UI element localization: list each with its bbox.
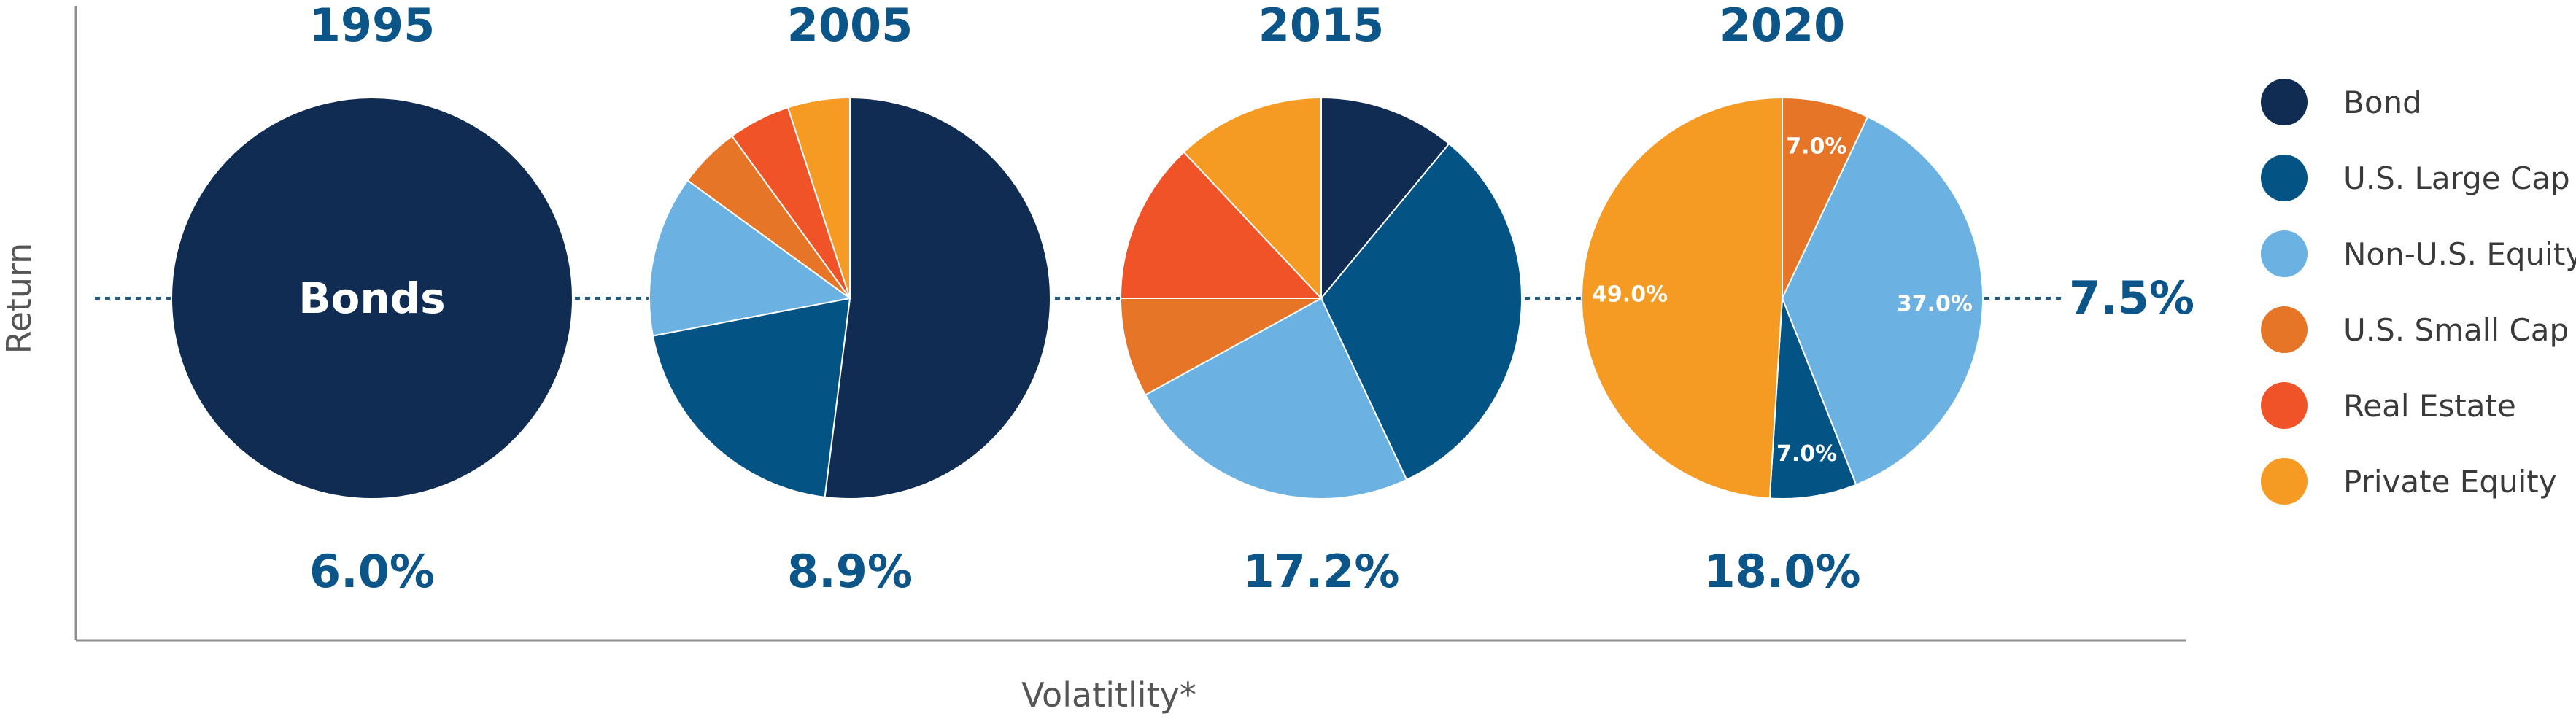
volatility-label: 6.0% xyxy=(309,545,435,598)
legend-label: Real Estate xyxy=(2343,388,2516,424)
legend-swatch xyxy=(2261,382,2308,429)
pie-slice xyxy=(1119,298,1322,396)
legend-swatch xyxy=(2261,306,2308,353)
pie-slice xyxy=(1782,96,1869,299)
pie-slice xyxy=(1320,142,1523,481)
year-label: 1995 xyxy=(309,0,436,52)
legend: Bond U.S. Large Cap Non-U.S. Equity U.S. Sm… xyxy=(2261,79,2576,505)
pie-slice xyxy=(786,96,851,299)
slice-data-label: 37.0% xyxy=(1897,292,1973,317)
legend-swatch xyxy=(2261,79,2308,125)
legend-label: Private Equity xyxy=(2343,464,2557,500)
legend-swatch xyxy=(2261,155,2308,201)
volatility-label: 18.0% xyxy=(1703,545,1860,598)
pie-slice xyxy=(1144,297,1408,500)
pie-center-label: Bonds xyxy=(298,273,445,323)
pie-slice xyxy=(1119,151,1323,299)
volatility-label: 8.9% xyxy=(787,545,913,598)
year-label: 2015 xyxy=(1258,0,1385,52)
pie-slice xyxy=(824,96,1051,500)
volatility-label: 17.2% xyxy=(1242,545,1399,598)
target-return-label: 7.5% xyxy=(2069,271,2194,325)
slice-data-label: 7.0% xyxy=(1786,134,1846,160)
legend-label: U.S. Small Cap xyxy=(2343,312,2569,348)
legend-swatch xyxy=(2261,458,2308,505)
legend-label: Bond xyxy=(2343,85,2422,120)
pie-group: 1995 Bonds 6.0% 2005 8.9% 2015 17.2% 2020 7.0% 37… xyxy=(171,0,1984,598)
pie-slice xyxy=(171,97,573,500)
pie-slice xyxy=(1781,115,1984,486)
slice-data-label: 7.0% xyxy=(1776,441,1837,467)
legend-label: Non-U.S. Equity xyxy=(2343,236,2576,272)
slice-data-label: 49.0% xyxy=(1592,282,1668,307)
legend-label: U.S. Large Cap xyxy=(2343,160,2570,196)
year-label: 2020 xyxy=(1720,0,1846,52)
legend-swatch xyxy=(2261,230,2308,277)
pie-slice xyxy=(1320,96,1450,300)
year-label: 2005 xyxy=(787,0,913,52)
pie-slice xyxy=(651,297,851,498)
pie-slice xyxy=(1183,96,1322,300)
pie-slice xyxy=(649,179,852,337)
x-axis-label: Volatitlity* xyxy=(1021,675,1196,715)
pie-slice xyxy=(1581,96,1783,500)
y-axis-label: Return xyxy=(0,243,39,354)
pie-slice xyxy=(1768,298,1857,500)
